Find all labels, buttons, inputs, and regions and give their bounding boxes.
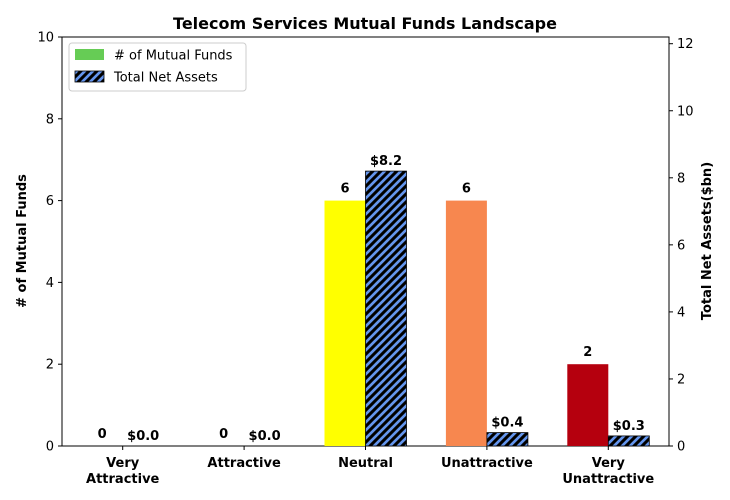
data-label-net-assets: $0.4 <box>491 416 523 431</box>
y2-tick-label: 8 <box>677 171 685 186</box>
y-tick-label: 6 <box>46 194 54 209</box>
bar-total-net-assets <box>607 435 650 447</box>
data-label-net-assets: $0.0 <box>127 429 159 444</box>
bar-mutual-funds <box>324 200 366 446</box>
y2-tick-label: 6 <box>677 238 685 253</box>
y-tick-label: 2 <box>46 358 54 373</box>
data-labels: 0 $0.0 0 $0.0 6 $8.2 6 $0.4 2 $0.3 <box>98 154 645 444</box>
y2-axis-label: Total Net Assets($bn) <box>700 162 715 320</box>
y2-tick-label: 4 <box>677 305 685 320</box>
chart-title: Telecom Services Mutual Funds Landscape <box>173 14 557 33</box>
y2-tick-label: 0 <box>677 440 685 455</box>
data-label-mutual-funds: 2 <box>583 345 592 360</box>
bar-total-net-assets <box>365 170 407 447</box>
bar-total-net-assets <box>486 432 529 447</box>
y-axis-label: # of Mutual Funds <box>15 174 30 308</box>
y-tick-label: 8 <box>46 112 54 127</box>
x-tick-label: Attractive <box>207 456 281 471</box>
x-tick-label: Neutral <box>338 456 393 471</box>
y-tick-label: 4 <box>46 276 54 291</box>
x-tick-label-line: Very <box>106 456 140 471</box>
x-tick-label-line: Unattractive <box>562 472 654 487</box>
data-label-mutual-funds: 6 <box>462 182 471 197</box>
x-tick-label: Very Unattractive <box>562 456 654 487</box>
data-label-net-assets: $0.3 <box>613 419 645 434</box>
data-label-net-assets: $0.0 <box>249 429 281 444</box>
x-tick-label-line: Attractive <box>207 456 281 471</box>
x-tick-label-line: Neutral <box>338 456 393 471</box>
bar-mutual-funds <box>567 364 609 446</box>
x-tick-label-line: Very <box>592 456 626 471</box>
legend: # of Mutual Funds Total Net Assets <box>68 42 247 92</box>
data-label-net-assets: $8.2 <box>370 154 402 169</box>
data-label-mutual-funds: 0 <box>98 427 107 442</box>
legend-swatch-mutual-funds <box>75 49 104 60</box>
y-tick-label: 10 <box>37 31 54 46</box>
x-tick-label: Unattractive <box>441 456 533 471</box>
x-tick-label: Very Attractive <box>86 456 160 487</box>
legend-label-net-assets: Total Net Assets <box>113 71 218 86</box>
bar-mutual-funds <box>445 200 487 446</box>
legend-swatch-net-assets <box>74 70 105 83</box>
x-tick-label-line: Unattractive <box>441 456 533 471</box>
bars <box>324 170 650 447</box>
y2-tick-label: 2 <box>677 372 685 387</box>
legend-label-mutual-funds: # of Mutual Funds <box>114 49 233 64</box>
legend-box <box>68 42 247 92</box>
y2-tick-label: 12 <box>677 37 694 52</box>
y2-tick-label: 10 <box>677 104 694 119</box>
data-label-mutual-funds: 6 <box>340 182 349 197</box>
y-tick-label: 0 <box>46 440 54 455</box>
x-tick-label-line: Attractive <box>86 472 160 487</box>
data-label-mutual-funds: 0 <box>219 427 228 442</box>
